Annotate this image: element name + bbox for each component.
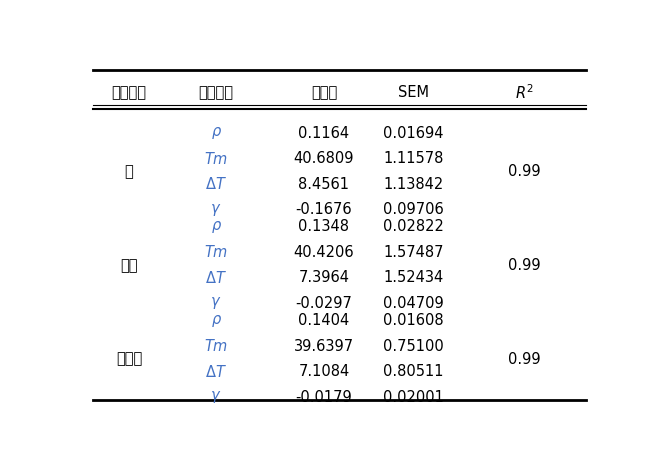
Text: 발육단계: 발육단계	[111, 85, 146, 100]
Text: $\gamma$: $\gamma$	[211, 388, 222, 404]
Text: 알: 알	[124, 163, 133, 179]
Text: 0.1404: 0.1404	[299, 313, 350, 328]
Text: 1.11578: 1.11578	[383, 151, 444, 166]
Text: $R^2$: $R^2$	[514, 83, 534, 101]
Text: 1.52434: 1.52434	[383, 270, 444, 285]
Text: -0.0179: -0.0179	[295, 389, 352, 404]
Text: $\rho$: $\rho$	[211, 312, 222, 328]
Text: 0.1348: 0.1348	[299, 219, 350, 234]
Text: 0.02001: 0.02001	[383, 389, 444, 404]
Text: 1.13842: 1.13842	[383, 176, 444, 191]
Text: $\gamma$: $\gamma$	[211, 295, 222, 311]
Text: -0.0297: -0.0297	[295, 295, 352, 310]
Text: 0.1164: 0.1164	[299, 125, 350, 140]
Text: 추정치: 추정치	[310, 85, 337, 100]
Text: 0.99: 0.99	[508, 257, 540, 272]
Text: SEM: SEM	[398, 85, 429, 100]
Text: $Tm$: $Tm$	[204, 150, 228, 166]
Text: $\Delta T$: $\Delta T$	[205, 269, 227, 285]
Text: $Tm$: $Tm$	[204, 244, 228, 260]
Text: 7.1084: 7.1084	[299, 364, 350, 379]
Text: $\Delta T$: $\Delta T$	[205, 176, 227, 192]
Text: $\rho$: $\rho$	[211, 218, 222, 235]
Text: 0.01694: 0.01694	[383, 125, 444, 140]
Text: 40.6809: 40.6809	[294, 151, 354, 166]
Text: 0.80511: 0.80511	[383, 364, 444, 379]
Text: $Tm$: $Tm$	[204, 338, 228, 353]
Text: 0.02822: 0.02822	[383, 219, 444, 234]
Text: 0.09706: 0.09706	[383, 202, 444, 217]
Text: 매개변수: 매개변수	[199, 85, 234, 100]
Text: 7.3964: 7.3964	[299, 270, 350, 285]
Text: 1.57487: 1.57487	[383, 245, 444, 259]
Text: 0.75100: 0.75100	[383, 338, 444, 353]
Text: 0.01608: 0.01608	[383, 313, 444, 328]
Text: 40.4206: 40.4206	[293, 245, 354, 259]
Text: 번데기: 번데기	[116, 351, 142, 366]
Text: 0.99: 0.99	[508, 163, 540, 179]
Text: -0.1676: -0.1676	[295, 202, 352, 217]
Text: 유충: 유충	[120, 257, 138, 272]
Text: 0.99: 0.99	[508, 351, 540, 366]
Text: 8.4561: 8.4561	[299, 176, 350, 191]
Text: 39.6397: 39.6397	[294, 338, 354, 353]
Text: $\Delta T$: $\Delta T$	[205, 363, 227, 379]
Text: $\gamma$: $\gamma$	[211, 201, 222, 217]
Text: 0.04709: 0.04709	[383, 295, 444, 310]
Text: $\rho$: $\rho$	[211, 125, 222, 141]
